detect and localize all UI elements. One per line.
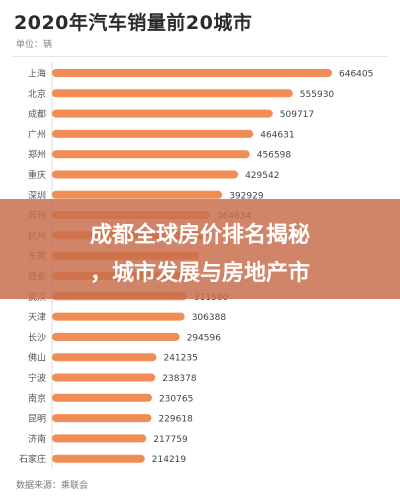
value-label: 230765	[159, 394, 193, 404]
category-label: 济南	[28, 433, 46, 445]
bar	[52, 109, 273, 118]
value-label: 509717	[280, 110, 314, 120]
chart-title: 2020年汽车销量前20城市	[14, 12, 253, 34]
category-label: 石家庄	[19, 453, 46, 465]
category-label: 佛山	[28, 352, 46, 364]
category-label: 广州	[28, 128, 46, 140]
value-label: 429542	[245, 171, 279, 181]
bar	[52, 89, 293, 98]
unit-label: 单位：辆	[16, 40, 53, 50]
value-label: 294596	[187, 333, 222, 343]
category-label: 成都	[28, 108, 46, 120]
category-label: 长沙	[28, 331, 46, 343]
source-note: 数据来源：乘联会	[16, 481, 89, 491]
headline-banner: 成都全球房价排名揭秘 ，城市发展与房地产市	[0, 199, 400, 299]
category-label: 南京	[28, 392, 46, 404]
bar	[52, 454, 145, 463]
value-label: 555930	[300, 90, 335, 100]
category-label: 郑州	[28, 149, 46, 161]
headline-line-2: ，城市发展与房地产市	[89, 261, 310, 286]
title-divider	[12, 56, 388, 57]
category-label: 北京	[28, 88, 46, 100]
value-label: 464631	[260, 130, 294, 140]
value-label: 217759	[153, 435, 188, 445]
bar	[52, 69, 332, 77]
value-label: 306388	[192, 313, 227, 323]
value-label: 241235	[163, 354, 197, 364]
bar	[52, 190, 223, 199]
value-label: 392929	[229, 191, 264, 201]
bar	[52, 150, 250, 159]
value-label: 238378	[162, 374, 197, 384]
bar	[52, 170, 239, 179]
bar	[52, 312, 185, 321]
bar	[52, 129, 254, 138]
headline-line-1: 成都全球房价排名揭秘	[89, 223, 310, 248]
value-label: 456598	[257, 151, 292, 161]
category-label: 天津	[28, 312, 46, 323]
category-label: 深圳	[28, 190, 46, 201]
value-label: 646405	[339, 70, 373, 80]
category-label: 宁波	[28, 372, 46, 384]
bar	[52, 373, 156, 382]
bar	[52, 393, 152, 402]
bar	[52, 332, 180, 341]
bar	[52, 414, 152, 423]
category-label: 上海	[28, 68, 46, 80]
bar	[52, 434, 147, 443]
category-label: 昆明	[28, 414, 46, 425]
value-label: 229618	[158, 415, 193, 425]
category-label: 重庆	[28, 169, 46, 181]
bar	[52, 353, 157, 362]
value-label: 214219	[152, 455, 187, 465]
